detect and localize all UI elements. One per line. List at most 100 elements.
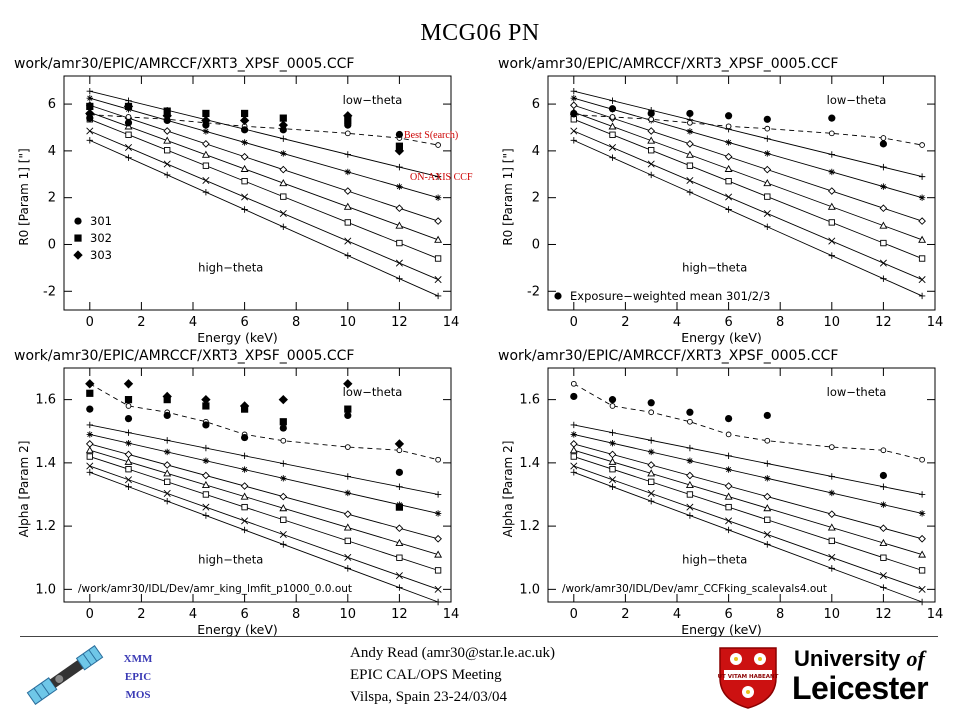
ccf-point (201, 480, 210, 489)
ccf-point (434, 194, 442, 201)
observed-point (879, 471, 887, 480)
x-tick-label: 10 (340, 315, 357, 330)
ccf-point (202, 457, 210, 464)
x-tick-label: 8 (292, 315, 300, 330)
ccf-point (828, 565, 835, 572)
ccf-point (164, 147, 171, 154)
observed-point (725, 414, 733, 423)
x-tick-label: 2 (137, 607, 145, 622)
best-search-annotation: Best S(earch) (404, 130, 459, 141)
ccf-point (202, 444, 210, 452)
footer-location: Vilspa, Spain 23-24/03/04 (350, 689, 508, 705)
ccf-point (686, 491, 694, 498)
ccf-point (241, 452, 248, 460)
ccf-point (647, 160, 655, 168)
chart-title: work/amr30/EPIC/AMRCCF/XRT3_XPSF_0005.CC… (498, 56, 839, 72)
observed-point (879, 140, 887, 148)
ccf-point (240, 492, 249, 500)
ccf-point (279, 504, 288, 512)
x-tick-label: 0 (570, 315, 578, 330)
observed-point (279, 418, 287, 426)
ccf-point (569, 446, 578, 454)
ccf-point (344, 252, 351, 259)
ccf-point (763, 531, 771, 539)
ccf-point (434, 491, 442, 498)
y-axis-label: R0 [Param 1] ["] (501, 148, 515, 245)
ccf-point (124, 457, 133, 465)
on-axis-point (764, 437, 771, 444)
ccf-point (685, 480, 694, 489)
ccf-point (434, 255, 442, 262)
ccf-point (395, 204, 404, 213)
chart-title: work/amr30/EPIC/AMRCCF/XRT3_XPSF_0005.CC… (14, 348, 355, 364)
chart-panel-alpha-individual: work/amr30/EPIC/AMRCCF/XRT3_XPSF_0005.CC… (6, 348, 466, 648)
ccf-point (763, 210, 771, 218)
ccf-point (280, 135, 287, 142)
x-tick-label: 8 (776, 315, 784, 330)
ccf-point (86, 431, 93, 438)
ccf-point (686, 444, 694, 452)
ccf-point (125, 466, 132, 473)
ccf-line (89, 456, 439, 571)
x-tick-label: 6 (724, 315, 732, 330)
observed-point (202, 402, 210, 410)
ccf-point (570, 88, 577, 95)
observed-point (278, 120, 288, 130)
ccf-point (86, 453, 93, 460)
ccf-line (89, 471, 439, 603)
ccf-point (434, 550, 443, 558)
legend-label: 302 (90, 231, 112, 245)
ccf-point (396, 554, 403, 561)
ccf-point (880, 501, 887, 508)
ccf-point (879, 259, 887, 267)
ccf-point (434, 567, 442, 574)
ccf-point (648, 448, 655, 456)
ccf-point (828, 168, 835, 176)
observed-point (162, 111, 172, 121)
observed-point (124, 396, 133, 404)
ccf-point (725, 526, 732, 534)
ccf-point (125, 131, 132, 138)
on-axis-point (435, 142, 441, 148)
ccf-point (648, 147, 655, 154)
y-tick-label: 0 (532, 237, 540, 252)
x-tick-label: 6 (724, 607, 732, 622)
observed-point (647, 399, 655, 407)
on-axis-point (880, 135, 887, 141)
observed-point (394, 439, 405, 449)
ccf-point (163, 127, 172, 135)
x-axis-label: Energy (keV) (197, 330, 278, 345)
ccf-point (827, 202, 836, 210)
ccf-point (395, 524, 404, 533)
ccf-point (241, 177, 248, 185)
ccf-point (686, 457, 694, 464)
ccf-line (573, 90, 923, 178)
ccf-point (125, 154, 132, 161)
on-axis-point (609, 114, 616, 120)
ccf-point (344, 151, 351, 158)
ccf-point (395, 538, 404, 546)
x-tick-label: 12 (875, 315, 892, 330)
ccf-point (880, 183, 887, 190)
ccf-point (163, 160, 171, 168)
observed-point (241, 109, 249, 118)
footer-label-epic: EPIC (124, 671, 152, 683)
ccf-point (344, 168, 351, 176)
legend-marker (73, 250, 83, 260)
ccf-point (828, 151, 835, 158)
ccf-point (880, 163, 887, 171)
on-axis-point (828, 444, 835, 450)
observed-point (686, 109, 694, 118)
logo-line-2: Leicester (792, 670, 929, 706)
ccf-point (685, 150, 694, 158)
ccf-point (396, 239, 403, 247)
ccf-point (202, 189, 210, 196)
ccf-point (918, 510, 926, 517)
observed-point (394, 146, 405, 156)
x-tick-label: 10 (824, 607, 841, 622)
ccf-point (880, 239, 887, 247)
ccf-line (573, 456, 923, 571)
x-tick-label: 4 (673, 607, 681, 622)
on-axis-point (687, 119, 693, 126)
